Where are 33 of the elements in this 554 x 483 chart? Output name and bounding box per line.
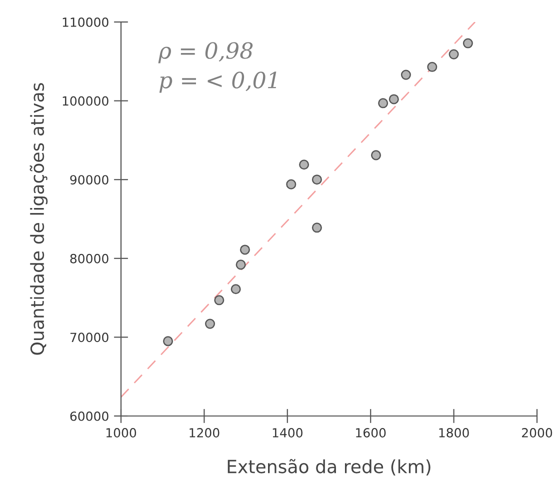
y-tick-label: 90000	[70, 175, 108, 185]
point	[378, 98, 388, 108]
point	[162, 336, 174, 346]
point	[205, 318, 216, 329]
point	[448, 49, 459, 60]
x-tick-label: 1600	[356, 428, 386, 438]
point	[299, 160, 310, 170]
x-tick-label: 1400	[272, 428, 302, 438]
point	[214, 295, 224, 306]
point	[370, 150, 382, 160]
point	[240, 244, 250, 255]
y-tick-label: 100000	[62, 96, 108, 106]
point	[286, 179, 296, 190]
annotation: ρ = 0,98	[158, 42, 253, 64]
y-tick-label: 70000	[70, 332, 108, 342]
point	[312, 174, 322, 185]
annotation: p = < 0,01	[159, 72, 276, 93]
y-tick-label: 110000	[62, 17, 108, 27]
x-tick-label: 1800	[439, 428, 469, 438]
x-tick-label: 2000	[522, 428, 552, 438]
point	[312, 222, 322, 233]
point	[388, 94, 399, 104]
x-axis-title: Extensão da rede (km)	[228, 459, 430, 476]
y-axis-title: Quantidade de ligações ativas	[30, 83, 48, 355]
x-tick-label: 1000	[106, 428, 136, 438]
point	[462, 38, 473, 48]
point	[427, 62, 438, 72]
point	[230, 284, 241, 294]
point	[236, 260, 246, 270]
y-tick-label: 60000	[70, 411, 108, 421]
point	[400, 70, 411, 80]
x-tick-label: 1200	[190, 428, 220, 438]
y-tick-label: 80000	[70, 254, 108, 264]
